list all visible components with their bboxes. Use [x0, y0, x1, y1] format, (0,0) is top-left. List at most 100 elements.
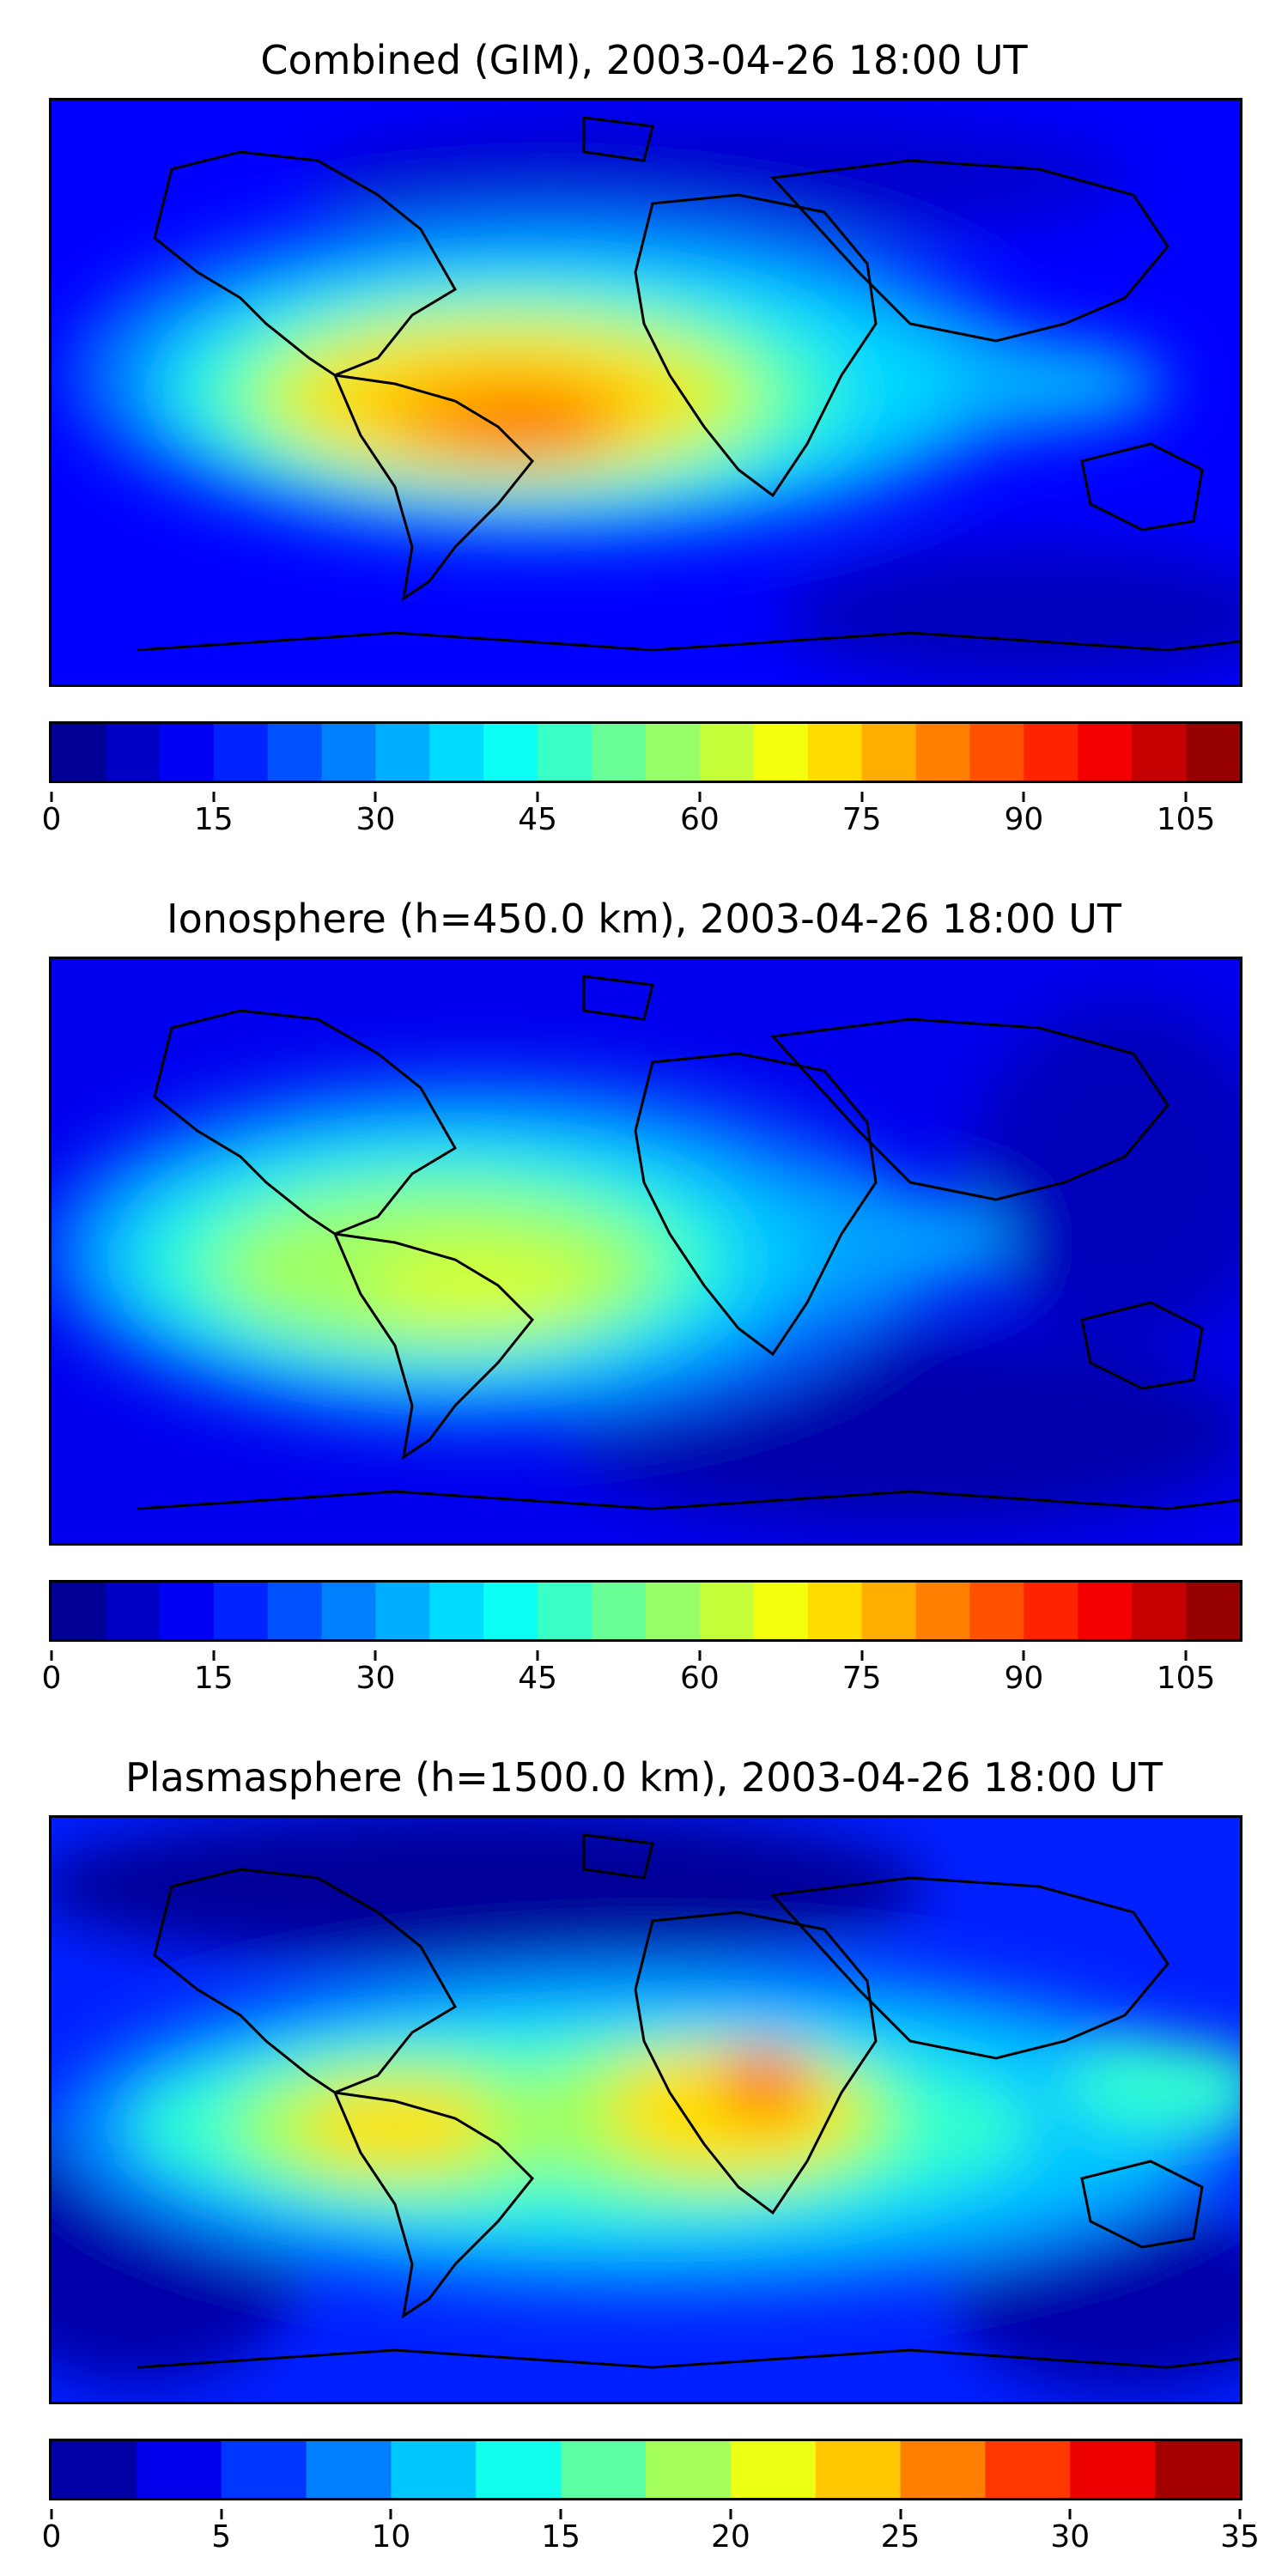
colorbar-tick-label: 5: [211, 2519, 232, 2555]
colorbar-tick-mark: [220, 2509, 223, 2519]
colorbar-level: [861, 724, 917, 781]
colorbar-level: [753, 1583, 809, 1639]
colorbar-tick-label: 75: [841, 802, 882, 837]
colorbar-tick-mark: [860, 1650, 864, 1661]
panel-ionosphere: Ionosphere (h=450.0 km), 2003-04-26 18:0…: [0, 859, 1288, 1717]
colorbar-level: [52, 1583, 106, 1639]
colorbar-tick-mark: [374, 792, 377, 802]
colorbar-level: [483, 1583, 538, 1639]
chart-title: Combined (GIM), 2003-04-26 18:00 UT: [260, 37, 1028, 83]
colorbar-tick-label: 45: [518, 802, 558, 837]
colorbar-tick-label: 90: [1004, 1661, 1044, 1696]
colorbar-level: [807, 1583, 863, 1639]
colorbar-level: [213, 1583, 269, 1639]
colorbar-tick-mark: [50, 1650, 53, 1661]
colorbar-tick-label: 75: [841, 1661, 882, 1696]
map-svg: [52, 100, 1240, 684]
tec-map: [49, 1815, 1242, 2404]
colorbar-level: [429, 724, 484, 781]
colorbar-tick-label: 0: [41, 1661, 62, 1696]
colorbar-level: [699, 724, 755, 781]
colorbar-level: [483, 724, 538, 781]
colorbar-level: [969, 724, 1024, 781]
colorbar-ticks: 0 15 30 45 60 75 90 105: [42, 792, 1242, 845]
colorbar-tick-mark: [1068, 2509, 1072, 2519]
colorbar-tick-mark: [536, 792, 539, 802]
colorbar-tick-mark: [729, 2509, 732, 2519]
colorbar-tick-mark: [1022, 1650, 1025, 1661]
chart-title: Ionosphere (h=450.0 km), 2003-04-26 18:0…: [167, 896, 1121, 942]
colorbar: [49, 721, 1242, 783]
colorbar-tick-label: 30: [355, 1661, 396, 1696]
colorbar-level: [861, 1583, 917, 1639]
colorbar-ticks: 0 15 30 45 60 75 90 105: [42, 1650, 1242, 1704]
colorbar-level: [915, 724, 971, 781]
colorbar-level: [1070, 2441, 1156, 2498]
colorbar-level: [1024, 1583, 1078, 1639]
map-svg: [52, 959, 1240, 1543]
colorbar-level: [267, 724, 323, 781]
colorbar-tick-mark: [1184, 792, 1188, 802]
colorbar-level: [1186, 1583, 1240, 1639]
colorbar-tick-label: 25: [880, 2519, 920, 2555]
colorbar-tick-label: 15: [193, 1661, 234, 1696]
colorbar-svg: [52, 2441, 1240, 2498]
colorbar-level: [1132, 1583, 1187, 1639]
colorbar-level: [915, 1583, 971, 1639]
colorbar-level: [815, 2441, 902, 2498]
colorbar-level: [1186, 724, 1240, 781]
chart-title: Plasmasphere (h=1500.0 km), 2003-04-26 1…: [125, 1754, 1163, 1801]
colorbar-level: [429, 1583, 484, 1639]
colorbar-level: [476, 2441, 562, 2498]
colorbar-tick-label: 15: [193, 802, 234, 837]
colorbar-tick-label: 20: [710, 2519, 750, 2555]
colorbar-level: [969, 1583, 1024, 1639]
colorbar: [49, 1580, 1242, 1642]
colorbar-level: [52, 2441, 137, 2498]
colorbar-level: [1024, 724, 1078, 781]
colorbar-level: [538, 724, 592, 781]
colorbar-level: [213, 724, 269, 781]
colorbar-level: [985, 2441, 1071, 2498]
colorbar-tick-mark: [50, 2509, 53, 2519]
colorbar-tick-mark: [1184, 1650, 1188, 1661]
colorbar-tick-label: 105: [1156, 802, 1216, 837]
colorbar-tick-label: 45: [518, 1661, 558, 1696]
colorbar-tick-label: 0: [41, 2519, 62, 2555]
colorbar-tick-mark: [559, 2509, 562, 2519]
colorbar-level: [52, 724, 106, 781]
colorbar-tick-label: 30: [355, 802, 396, 837]
colorbar-level: [730, 2441, 817, 2498]
colorbar-level: [753, 724, 809, 781]
colorbar-tick-mark: [389, 2509, 392, 2519]
colorbar-level: [105, 724, 161, 781]
colorbar-level: [646, 2441, 732, 2498]
colorbar-level: [391, 2441, 477, 2498]
colorbar-tick-label: 105: [1156, 1661, 1216, 1696]
colorbar-tick-mark: [212, 1650, 216, 1661]
colorbar-level: [538, 1583, 592, 1639]
colorbar-tick-label: 60: [680, 802, 720, 837]
coastlines: [137, 975, 1240, 1510]
colorbar-level: [900, 2441, 987, 2498]
colorbar-level: [321, 724, 377, 781]
colorbar-level: [699, 1583, 755, 1639]
panel-combined: Combined (GIM), 2003-04-26 18:00 UT: [0, 0, 1288, 859]
colorbar-tick-mark: [212, 792, 216, 802]
tec-map: [49, 98, 1242, 687]
colorbar-tick-mark: [1238, 2509, 1242, 2519]
colorbar-level: [267, 1583, 323, 1639]
colorbar-tick-mark: [698, 1650, 702, 1661]
colorbar-tick-label: 90: [1004, 802, 1044, 837]
colorbar-level: [1155, 2441, 1240, 2498]
colorbar-tick-mark: [374, 1650, 377, 1661]
colorbar-level: [1132, 724, 1187, 781]
colorbar-level: [807, 724, 863, 781]
colorbar-tick-label: 30: [1050, 2519, 1091, 2555]
coastlines: [137, 116, 1240, 652]
colorbar-tick-label: 10: [371, 2519, 411, 2555]
colorbar-level: [1078, 1583, 1133, 1639]
colorbar-level: [105, 1583, 161, 1639]
tec-map: [49, 957, 1242, 1546]
colorbar-tick-label: 60: [680, 1661, 720, 1696]
